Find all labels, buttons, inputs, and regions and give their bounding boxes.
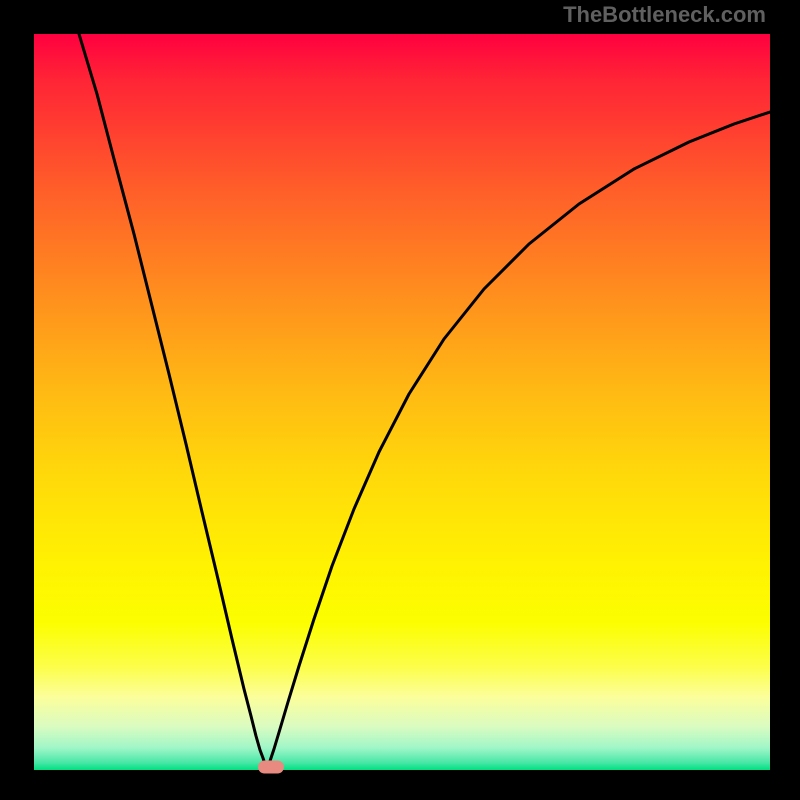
- optimal-marker: [258, 761, 284, 774]
- plot-area: [34, 34, 770, 770]
- bottleneck-curve: [79, 34, 770, 768]
- watermark-text: TheBottleneck.com: [563, 2, 766, 28]
- curve-overlay: [34, 34, 770, 770]
- chart-container: TheBottleneck.com: [0, 0, 800, 800]
